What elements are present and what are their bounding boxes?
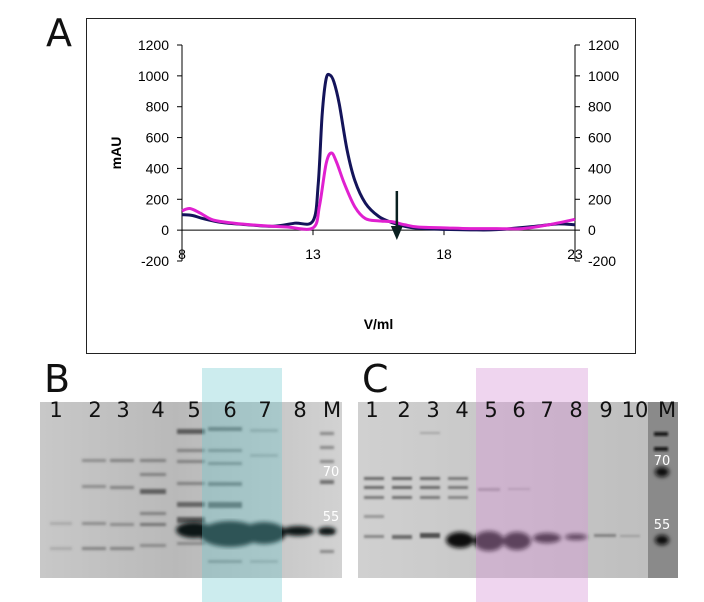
y-tick-label-right: 800 [588,99,612,115]
y-tick-label-left: 1000 [138,68,169,84]
y-tick-label-left: -200 [141,253,169,269]
series-line-1 [181,72,576,232]
gel-c-image [358,402,678,578]
gel-b-lane-label: 6 [223,398,237,422]
gel-b-lane-label: 7 [258,398,272,422]
gel-b-lane-label: 4 [151,398,165,422]
x-tick-label: 8 [178,246,186,262]
gel-b-marker-70: 70 [322,465,340,480]
y-tick-label-left: 800 [146,99,170,115]
gel-c-lane-label: 3 [426,398,440,422]
gel-c-lane-label: 8 [569,398,583,422]
y-tick-label-right: 0 [588,222,596,238]
y-tick-label-left: 0 [161,222,169,238]
gel-b-lane-label: 5 [187,398,201,422]
gel-c-lane-label: 10 [621,398,649,422]
gel-b-marker-55: 55 [322,510,340,525]
x-tick-label: 23 [567,246,583,262]
gel-b [40,402,342,578]
y-tick-label-right: 600 [588,130,612,146]
x-tick-label: 13 [305,246,321,262]
gel-c-lane-label: 2 [397,398,411,422]
gel-c-marker-70: 70 [653,454,671,469]
y-tick-label-right: 400 [588,160,612,176]
gel-b-lane-label: 2 [88,398,102,422]
y-tick-label-right: 200 [588,191,612,207]
gel-c-lane-label: 9 [599,398,613,422]
gel-c-lane-label: 6 [512,398,526,422]
gel-b-lane-label: M [322,398,342,422]
y-tick-label-right: -200 [588,253,616,269]
gel-b-lane-label: 3 [116,398,130,422]
panel-label-c: C [362,357,389,401]
gel-b-lane-label: 8 [293,398,307,422]
y-tick-label-left: 200 [146,191,170,207]
x-tick-label: 18 [436,246,452,262]
series-line-2 [181,151,576,231]
gel-c-lane-label: 7 [540,398,554,422]
y-tick-label-left: 400 [146,160,170,176]
gel-b-lane-label: 1 [49,398,63,422]
y-tick-label-right: 1200 [588,37,619,53]
y-tick-label-left: 600 [146,130,170,146]
gel-c-lane-label: 5 [484,398,498,422]
annotation-arrowhead [390,226,403,240]
chromatogram-chart: -200 -200 0 0 200 200 400 400 600 600 800 800 1000 10… [108,37,619,332]
gel-b-highlight [202,368,282,602]
gel-c-marker-55: 55 [653,518,671,533]
y-tick-label-left: 1200 [138,37,169,53]
panel-label-a: A [46,11,72,55]
x-axis-label: V/ml [364,316,394,332]
gel-c-highlight [476,368,588,602]
y-tick-label-right: 1000 [588,68,619,84]
y-axis-label: mAU [108,137,124,170]
gel-c [358,402,678,578]
gel-b-image [40,402,342,578]
chromatogram-frame: -200 -200 0 0 200 200 400 400 600 600 800 800 1000 10… [86,18,636,354]
gel-c-lane-label: M [657,398,677,422]
gel-c-lane-label: 1 [365,398,379,422]
panel-label-b: B [44,357,71,401]
gel-c-lane-label: 4 [455,398,469,422]
